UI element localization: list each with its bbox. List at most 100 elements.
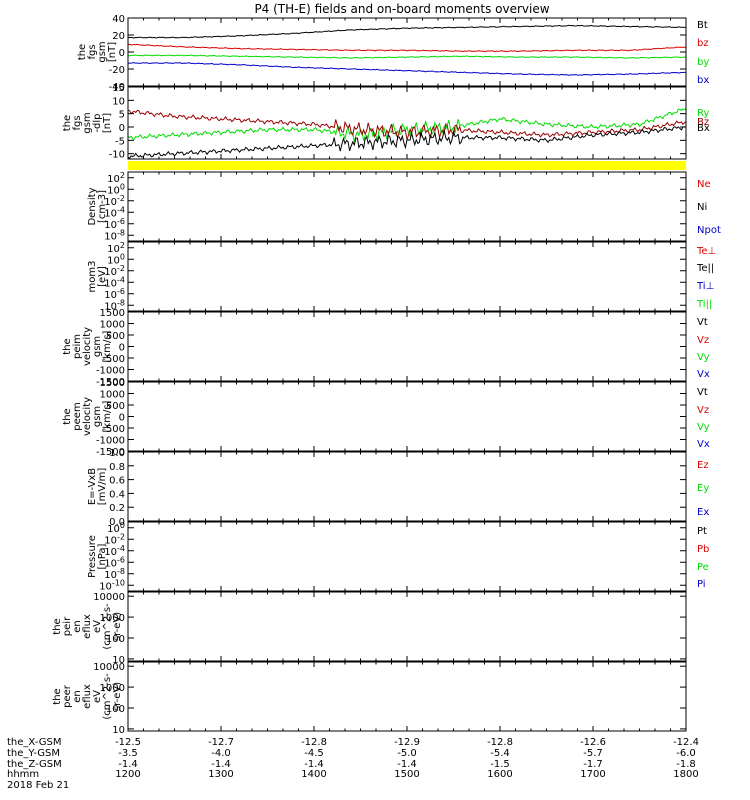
y-axis-label-line: Density bbox=[87, 187, 98, 225]
chart-title: P4 (TH-E) fields and on-board moments ov… bbox=[254, 2, 549, 16]
legend-Vx: Vx bbox=[697, 369, 710, 380]
legend-Te⊥: Te⊥ bbox=[696, 246, 716, 257]
y-tick-label: 500 bbox=[106, 401, 125, 412]
x-tick-label: 1700 bbox=[580, 769, 605, 780]
y-axis-label-line: en bbox=[72, 690, 83, 703]
plot-area bbox=[128, 452, 686, 521]
y-axis-label-line: sr-eV) bbox=[112, 612, 123, 641]
quality-flag-bar bbox=[128, 161, 686, 170]
plot-area bbox=[128, 172, 686, 241]
y-axis-label-line: the bbox=[52, 688, 63, 704]
ephemeris-value: -5.7 bbox=[583, 748, 603, 759]
legend-Ry: Ry bbox=[697, 108, 709, 119]
y-tick-label: -1000 bbox=[96, 366, 125, 377]
y-tick-label: 1000 bbox=[100, 390, 125, 401]
series-line-Ry bbox=[127, 107, 687, 143]
legend-Vy: Vy bbox=[697, 422, 710, 433]
legend-Vy: Vy bbox=[697, 352, 710, 363]
plot-area bbox=[128, 242, 686, 311]
panel-1: 40 20 0 -20 -40 the fgs gsm [nT] Bt bz by bx bbox=[77, 14, 709, 93]
y-axis-label-line: [nT] bbox=[102, 113, 113, 133]
plot-area bbox=[128, 87, 686, 159]
y-tick-label: -1500 bbox=[96, 447, 125, 458]
y-axis-label-line: gsm bbox=[92, 336, 103, 357]
legend-Ti||: Ti|| bbox=[696, 299, 712, 310]
legend-Ez: Ez bbox=[697, 460, 709, 471]
y-tick-label: -1000 bbox=[96, 436, 125, 447]
ephemeris-value: -12.8 bbox=[487, 737, 513, 748]
y-tick-label: 1000 bbox=[100, 613, 125, 624]
y-axis-label-line: Pressure bbox=[87, 535, 98, 578]
x-tick-label: 1400 bbox=[301, 769, 326, 780]
ephemeris-value: -4.0 bbox=[211, 748, 231, 759]
x-tick-label: 1800 bbox=[673, 769, 698, 780]
ephemeris-value: -1.8 bbox=[676, 759, 696, 770]
y-axis-label-line: gsm bbox=[92, 406, 103, 427]
ephemeris-value: -12.7 bbox=[208, 737, 234, 748]
date-label: 2018 Feb 21 bbox=[7, 780, 69, 791]
legend-by: by bbox=[697, 57, 709, 68]
legend-Pi: Pi bbox=[697, 579, 706, 590]
y-tick-label: -1500 bbox=[96, 377, 125, 388]
legend-Ni: Ni bbox=[697, 202, 707, 213]
plot-area bbox=[128, 592, 686, 661]
legend-Bt: Bt bbox=[697, 20, 708, 31]
y-tick-label: 0.8 bbox=[109, 462, 125, 473]
y-tick-label: 0 bbox=[119, 413, 125, 424]
y-axis-label-line: sr-eV) bbox=[112, 682, 123, 711]
y-axis-label-line: [cm-3] bbox=[97, 190, 108, 223]
y-axis-label-line: peir bbox=[62, 616, 73, 636]
legend-Pt: Pt bbox=[697, 526, 707, 537]
legend-Pe: Pe bbox=[697, 562, 709, 573]
y-tick-label: -40 bbox=[109, 82, 125, 93]
x-tick-label: 1300 bbox=[208, 769, 233, 780]
legend-Pb: Pb bbox=[697, 544, 709, 555]
y-axis-label-line: fgs bbox=[72, 115, 83, 130]
legend-Vz: Vz bbox=[697, 335, 709, 346]
y-tick-label: -10 bbox=[109, 150, 125, 161]
y-axis-label-line: peer bbox=[62, 684, 73, 708]
x-tick-label: 1200 bbox=[115, 769, 140, 780]
y-axis-label-line: en bbox=[72, 620, 83, 633]
y-axis-label-line: [nPa] bbox=[97, 543, 108, 569]
x-tick-label: 1500 bbox=[394, 769, 419, 780]
plot-area bbox=[128, 382, 686, 451]
y-tick-label: 40 bbox=[112, 14, 125, 25]
y-tick-label: 0.0 bbox=[109, 517, 125, 528]
ephemeris-value: -12.8 bbox=[301, 737, 327, 748]
y-axis-label-line: [nT] bbox=[107, 42, 118, 62]
legend-Vt: Vt bbox=[697, 387, 708, 398]
ephemeris-value: -1.4 bbox=[211, 759, 231, 770]
legend-Vz: Vz bbox=[697, 405, 709, 416]
y-axis-label-line: eV bbox=[92, 690, 103, 703]
ephemeris-value: -5.0 bbox=[397, 748, 417, 759]
legend-Vx: Vx bbox=[697, 439, 710, 450]
y-tick-label: 0.6 bbox=[109, 476, 125, 487]
x-tick-label: 1600 bbox=[487, 769, 512, 780]
y-tick-label: 0.2 bbox=[109, 503, 125, 514]
y-tick-label: 1.0 bbox=[109, 448, 125, 459]
y-axis-label-line: E=-VxB bbox=[87, 468, 98, 505]
y-axis-label-line: (cm^2-s- bbox=[102, 603, 113, 650]
series-line-Bx bbox=[127, 126, 687, 160]
ephemeris-value: -6.0 bbox=[676, 748, 696, 759]
y-axis-label-line: the bbox=[77, 44, 88, 60]
y-tick-label: 10 bbox=[112, 655, 125, 666]
y-tick-label: 10 bbox=[112, 725, 125, 736]
y-axis-label-line: [km/s] bbox=[102, 400, 113, 432]
y-axis-label-line: mom3 bbox=[87, 261, 98, 293]
y-tick-label: 0 bbox=[119, 123, 125, 134]
y-tick-label: -500 bbox=[102, 424, 125, 435]
y-tick-label: -5 bbox=[115, 136, 125, 147]
footer-group: the_X-GSM -12.5 -12.7 -12.8 -12.9 -12.8 -12.6-… bbox=[7, 737, 699, 791]
y-tick-label: 10000 bbox=[93, 662, 125, 673]
series-line-Bt bbox=[127, 24, 687, 39]
y-tick-label: 0.4 bbox=[109, 489, 125, 500]
x-axis-unit-label: hhmm bbox=[7, 769, 39, 780]
y-tick-label: 1500 bbox=[100, 308, 125, 319]
